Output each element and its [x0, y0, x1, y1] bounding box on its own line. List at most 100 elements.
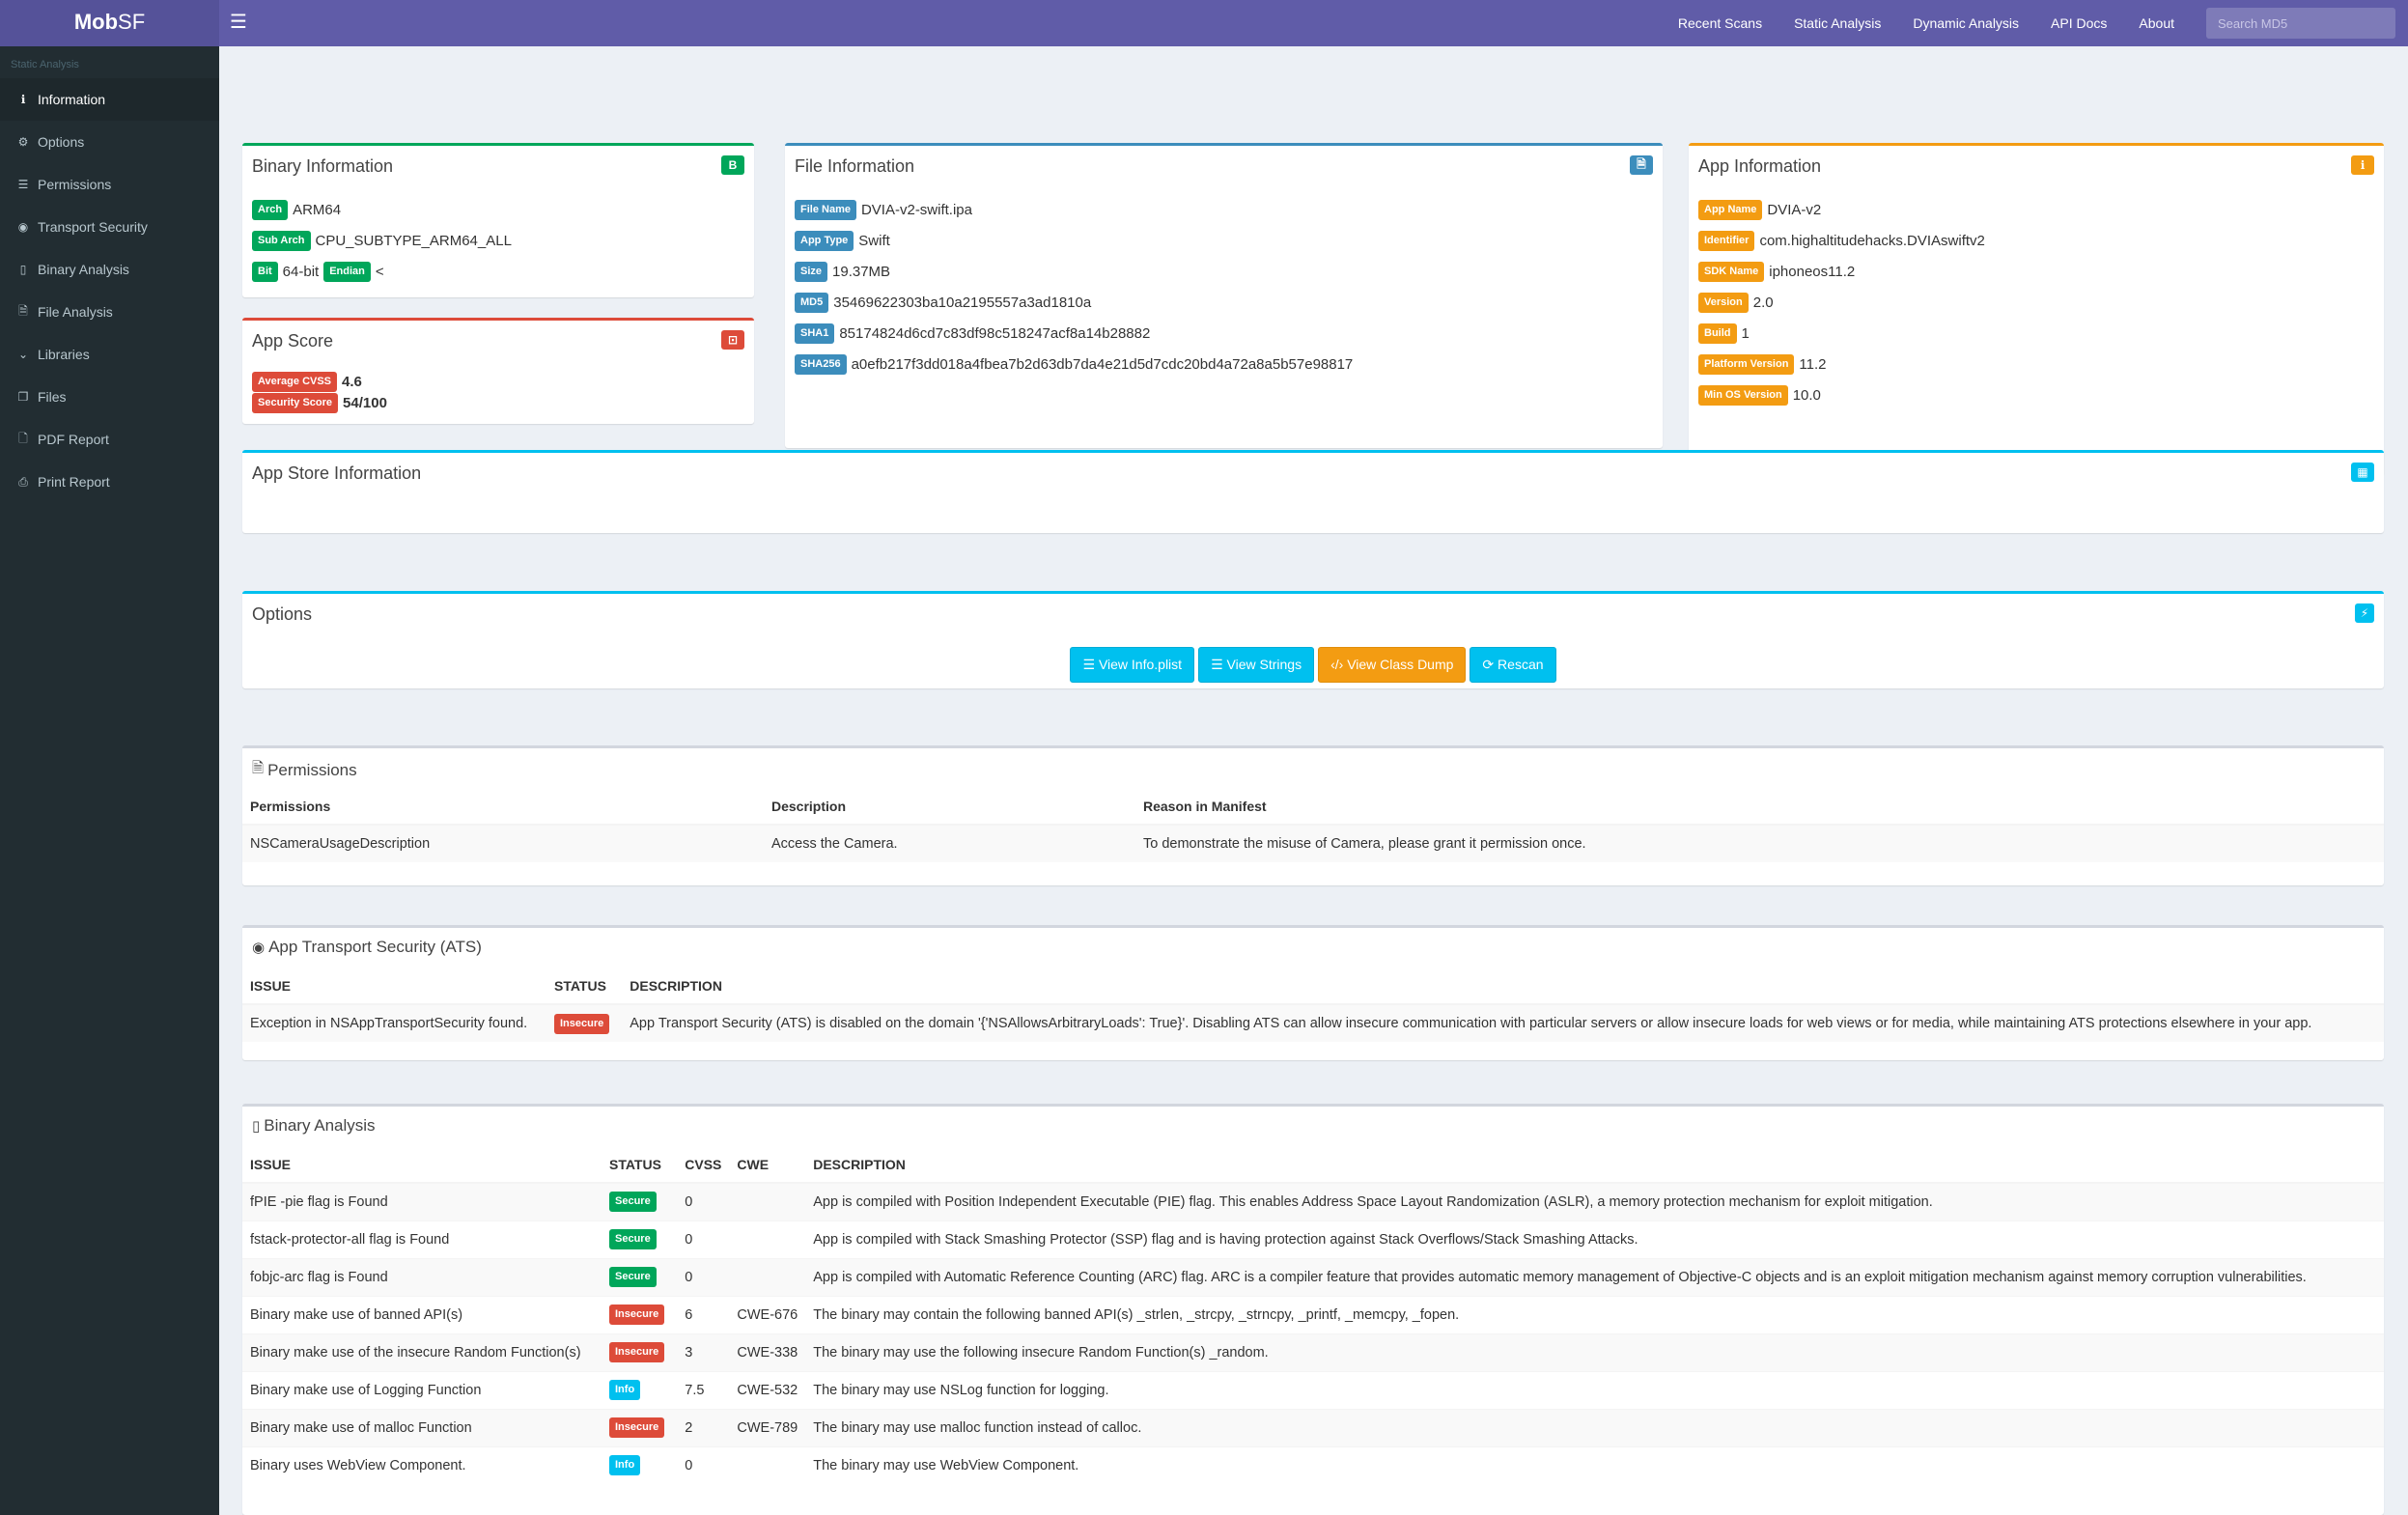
- sidebar-item-options[interactable]: ⚙ Options: [0, 121, 219, 163]
- cvss-label: Average CVSS: [252, 371, 338, 392]
- box-title: App Information: [1698, 156, 1822, 176]
- table-row: Binary make use of Logging Function Info 7…: [242, 1370, 2384, 1409]
- rescan-button[interactable]: ⟳ Rescan: [1470, 647, 1556, 683]
- cogs-icon: ⚙: [17, 135, 29, 149]
- sidebar-item-label: Information: [38, 92, 106, 107]
- mobsf-logo[interactable]: MobSF: [0, 0, 219, 46]
- nav-api-docs[interactable]: API Docs: [2051, 15, 2108, 31]
- description-cell: App is compiled with Automatic Reference…: [805, 1257, 2384, 1296]
- status-badge: Info: [609, 1380, 641, 1400]
- description-cell: The binary may use malloc function inste…: [805, 1408, 2384, 1446]
- field-value: iphoneos11.2: [1769, 263, 1856, 280]
- cwe-cell: [729, 1445, 806, 1484]
- table-row: Binary make use of the insecure Random F…: [242, 1333, 2384, 1371]
- sidebar-item-libraries[interactable]: ⌄ Libraries: [0, 333, 219, 376]
- view-info-plist-button[interactable]: ☰ View Info.plist: [1070, 647, 1195, 683]
- app-information-box: App Information ℹ App Name DVIA-v2 Identif…: [1689, 143, 2384, 476]
- sidebar-item-file-analysis[interactable]: 🗎 File Analysis: [0, 291, 219, 333]
- field-value: 11.2: [1799, 355, 1827, 373]
- box-title: App Transport Security (ATS): [268, 938, 482, 956]
- cwe-cell: CWE-676: [729, 1295, 806, 1333]
- bit-label: Bit: [252, 261, 278, 282]
- nav-static-analysis[interactable]: Static Analysis: [1794, 15, 1882, 31]
- file-icon: 🗎: [1630, 155, 1653, 175]
- sidebar-menu: ℹ Information ⚙ Options ☰ Permissions ◉ Transpo…: [0, 78, 219, 503]
- view-class-dump-button[interactable]: ‹/› View Class Dump: [1318, 647, 1467, 683]
- arch-value: ARM64: [293, 201, 342, 218]
- field-value: com.highaltitudehacks.DVIAswiftv2: [1759, 232, 1985, 249]
- sidebar-item-label: Binary Analysis: [38, 262, 129, 277]
- status-badge: Secure: [609, 1229, 657, 1249]
- hamburger-icon[interactable]: ☰: [230, 12, 247, 33]
- sidebar-item-permissions[interactable]: ☰ Permissions: [0, 163, 219, 206]
- chevron-down-icon: ⌄: [17, 348, 29, 361]
- info-icon: ℹ: [2351, 155, 2374, 175]
- endian-value: <: [375, 263, 384, 280]
- table-row: Exception in NSAppTransportSecurity foun…: [242, 1003, 2384, 1042]
- ats-description: App Transport Security (ATS) is disabled…: [622, 1003, 2384, 1042]
- grid-icon: ▦: [2351, 463, 2374, 482]
- sidebar-item-label: Transport Security: [38, 219, 148, 235]
- field-value: Swift: [858, 232, 890, 249]
- sidebar-item-information[interactable]: ℹ Information: [0, 78, 219, 121]
- options-box: Options ⚡ ☰ View Info.plist ☰ View Strin…: [242, 591, 2384, 688]
- binary-analysis-table: ISSUE STATUS CVSS CWE DESCRIPTION fPIE -…: [242, 1146, 2384, 1484]
- eye-icon: ◉: [17, 220, 29, 234]
- description-cell: App is compiled with Stack Smashing Prot…: [805, 1220, 2384, 1258]
- issue-cell: Binary uses WebView Component.: [242, 1445, 602, 1484]
- description-cell: The binary may use WebView Component.: [805, 1445, 2384, 1484]
- field-label: App Type: [795, 230, 854, 251]
- status-badge: Insecure: [554, 1013, 610, 1034]
- sidebar-item-binary-analysis[interactable]: ▯ Binary Analysis: [0, 248, 219, 291]
- cwe-cell: [729, 1257, 806, 1296]
- field-value: 10.0: [1792, 386, 1821, 404]
- issue-cell: Binary make use of Logging Function: [242, 1370, 602, 1409]
- binary-analysis-box: ▯ Binary Analysis ISSUE STATUS CVSS CWE D…: [242, 1104, 2384, 1515]
- bolt-icon: ⚡: [2355, 603, 2374, 623]
- cwe-cell: CWE-789: [729, 1408, 806, 1446]
- mobile-icon: ▯: [19, 263, 27, 276]
- field-label: Platform Version: [1698, 353, 1795, 375]
- cvss-cell: 3: [677, 1333, 730, 1371]
- column-header: Description: [764, 788, 1135, 826]
- field-label: MD5: [795, 292, 829, 313]
- print-icon: ⎙: [18, 474, 28, 489]
- table-row: Binary make use of banned API(s) Insecure…: [242, 1295, 2384, 1333]
- issue-cell: fobjc-arc flag is Found: [242, 1257, 602, 1296]
- info-icon: ℹ: [20, 93, 26, 106]
- permission-reason: To demonstrate the misuse of Camera, ple…: [1135, 824, 2384, 862]
- subarch-value: CPU_SUBTYPE_ARM64_ALL: [315, 232, 512, 249]
- bit-value: 64-bit: [282, 263, 320, 280]
- nav-recent-scans[interactable]: Recent Scans: [1677, 15, 1763, 31]
- column-header: Reason in Manifest: [1135, 788, 2384, 826]
- permission-description: Access the Camera.: [764, 824, 1135, 862]
- nav-about[interactable]: About: [2139, 15, 2174, 31]
- search-md5-input[interactable]: [2206, 8, 2395, 39]
- app-score-box: App Score ⊡ Average CVSS 4.6 Security Sco…: [242, 318, 754, 424]
- status-badge: Insecure: [609, 1417, 665, 1438]
- description-cell: The binary may use the following insecur…: [805, 1333, 2384, 1371]
- field-label: Version: [1698, 292, 1749, 313]
- field-value: 35469622303ba10a2195557a3ad1810a: [833, 294, 1092, 311]
- view-strings-button[interactable]: ☰ View Strings: [1198, 647, 1315, 683]
- field-value: a0efb217f3dd018a4fbea7b2d63db7da4e21d5d7…: [851, 355, 1354, 373]
- field-value: 85174824d6cd7c83df98c518247acf8a14b28882: [839, 324, 1151, 342]
- cvss-cell: 7.5: [677, 1370, 730, 1409]
- sidebar-item-label: File Analysis: [38, 304, 113, 320]
- sidebar-item-print-report[interactable]: ⎙ Print Report: [0, 461, 219, 503]
- sidebar-item-label: Options: [38, 134, 85, 150]
- binary-grade-badge: B: [721, 155, 744, 175]
- sidebar-item-pdf-report[interactable]: 🗋 PDF Report: [0, 418, 219, 461]
- nav-dynamic-analysis[interactable]: Dynamic Analysis: [1913, 15, 2020, 31]
- column-header: DESCRIPTION: [805, 1146, 2384, 1184]
- sidebar-item-transport-security[interactable]: ◉ Transport Security: [0, 206, 219, 248]
- field-value: 2.0: [1752, 294, 1774, 311]
- cvss-cell: 0: [677, 1257, 730, 1296]
- sidebar-item-files[interactable]: ❐ Files: [0, 376, 219, 418]
- ats-table: ISSUE STATUS DESCRIPTION Exception in NS…: [242, 968, 2384, 1042]
- column-header: Permissions: [242, 788, 764, 826]
- score-icon: ⊡: [721, 330, 744, 350]
- sidebar: Static Analysis ℹ Information ⚙ Options ☰ Per…: [0, 46, 219, 1515]
- cwe-cell: [729, 1182, 806, 1220]
- subarch-label: Sub Arch: [252, 230, 311, 251]
